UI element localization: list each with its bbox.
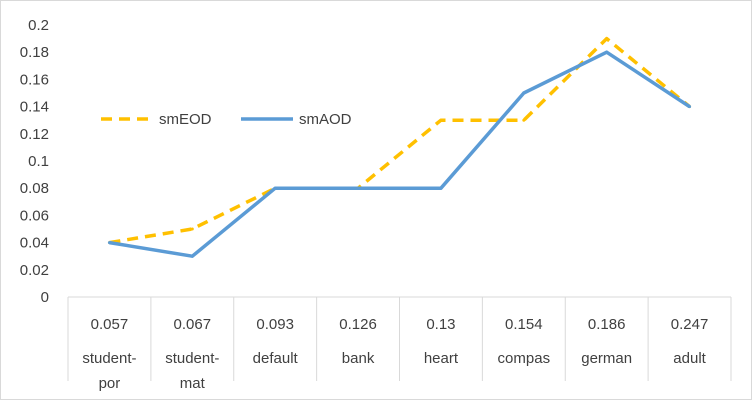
data-point-smEOD: [605, 37, 609, 41]
legend-label: smEOD: [159, 111, 212, 128]
x-category-value: 0.154: [505, 316, 543, 333]
data-point-smAOD: [273, 186, 277, 190]
x-category-name: student-: [165, 350, 219, 367]
data-point-smEOD: [439, 118, 443, 122]
data-point-smEOD: [522, 118, 526, 122]
series-line-smAOD: [109, 50, 691, 258]
x-category-value: 0.126: [339, 316, 377, 333]
y-tick-label: 0.16: [20, 71, 49, 88]
legend-label: smAOD: [299, 111, 352, 128]
x-category-name: default: [253, 350, 299, 367]
y-tick-label: 0.04: [20, 235, 49, 252]
y-tick-label: 0.02: [20, 262, 49, 279]
x-category-value: 0.247: [671, 316, 709, 333]
y-tick-label: 0: [41, 289, 49, 306]
data-point-smAOD: [439, 186, 443, 190]
data-point-smAOD: [605, 50, 609, 54]
data-point-smAOD: [688, 105, 692, 109]
data-point-smEOD: [190, 227, 194, 231]
x-category-value: 0.13: [426, 316, 455, 333]
data-point-smAOD: [356, 186, 360, 190]
y-tick-label: 0.12: [20, 126, 49, 143]
x-category-name: german: [581, 350, 632, 367]
x-category-name: por: [99, 375, 121, 392]
x-category-value: 0.067: [174, 316, 212, 333]
y-tick-label: 0.2: [28, 17, 49, 34]
data-point-smAOD: [190, 254, 194, 258]
x-category-value: 0.186: [588, 316, 626, 333]
y-tick-label: 0.06: [20, 207, 49, 224]
x-category-name: mat: [180, 375, 206, 392]
x-category-name: heart: [424, 350, 459, 367]
data-point-smAOD: [522, 91, 526, 95]
y-tick-label: 0.18: [20, 44, 49, 61]
x-category-value: 0.057: [91, 316, 129, 333]
y-tick-label: 0.1: [28, 153, 49, 170]
y-tick-label: 0.14: [20, 99, 49, 116]
x-category-name: bank: [342, 350, 375, 367]
series-line-smEOD: [109, 36, 691, 245]
x-category-value: 0.093: [256, 316, 294, 333]
x-category-name: student-: [82, 350, 136, 367]
x-category-name: adult: [673, 350, 706, 367]
x-category-name: compas: [498, 350, 551, 367]
y-tick-label: 0.08: [20, 180, 49, 197]
data-point-smAOD: [107, 241, 111, 245]
